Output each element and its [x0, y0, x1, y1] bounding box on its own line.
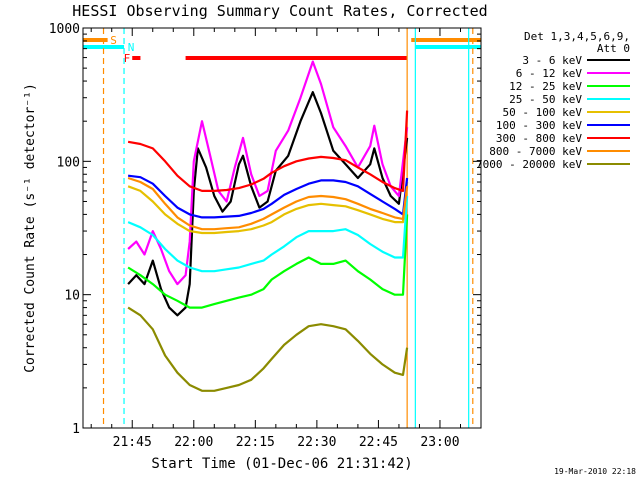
legend-title: Att 0	[597, 42, 630, 55]
legend-label: 25 - 50 keV	[509, 93, 582, 106]
legend-label: 50 - 100 keV	[503, 106, 583, 119]
legend-label: 100 - 300 keV	[496, 119, 582, 132]
series-line-25-50-kev	[127, 195, 409, 273]
series-line-100-300-kev	[127, 174, 409, 219]
y-tick-label: 1	[72, 422, 80, 437]
legend-label: 6 - 12 keV	[516, 67, 583, 80]
state-bar-label: F	[124, 52, 131, 65]
x-tick-label: 22:30	[297, 435, 336, 450]
x-tick-label: 22:45	[359, 435, 398, 450]
series-line-7000-20000-kev	[127, 306, 409, 392]
series-line-12-25-kev	[127, 214, 409, 309]
x-axis-label: Start Time (01-Dec-06 21:31:42)	[151, 456, 412, 472]
series-line-6-12-kev	[127, 60, 409, 286]
state-bar-label: N	[128, 41, 135, 54]
footer-timestamp: 19-Mar-2010 22:18	[554, 467, 636, 476]
legend-label: 3 - 6 keV	[522, 54, 582, 67]
legend-label: 800 - 7000 keV	[489, 145, 582, 158]
x-tick-label: 22:15	[236, 435, 275, 450]
legend-label: 300 - 800 keV	[496, 132, 582, 145]
x-tick-label: 23:00	[420, 435, 459, 450]
y-tick-label: 1000	[49, 22, 80, 37]
legend-title: Det 1,3,4,5,6,9,	[524, 30, 630, 43]
state-bar-label: S	[110, 34, 117, 47]
x-tick-label: 21:45	[113, 435, 152, 450]
series-line-3-6-kev	[127, 91, 409, 317]
series-line-50-100-kev	[127, 181, 409, 235]
legend-label: 12 - 25 keV	[509, 80, 582, 93]
plot-frame	[82, 27, 482, 429]
legend-label: 7000 - 20000 keV	[476, 158, 582, 171]
y-axis-label: Corrected Count Rate (s⁻¹ detector⁻¹)	[23, 83, 38, 373]
chart-title: HESSI Observing Summary Count Rates, Cor…	[72, 2, 487, 20]
series-line-800-7000-kev	[127, 176, 409, 231]
x-tick-label: 22:00	[174, 435, 213, 450]
y-tick-label: 100	[57, 155, 80, 170]
y-tick-label: 10	[64, 289, 80, 304]
series-line-300-800-kev	[127, 110, 409, 192]
